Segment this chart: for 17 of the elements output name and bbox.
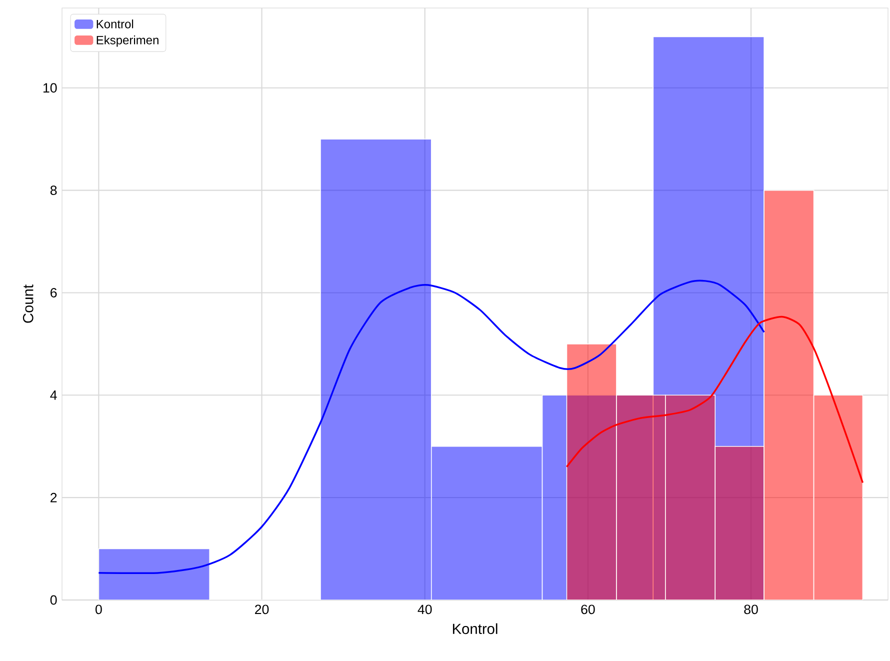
line-series <box>566 316 864 484</box>
y-tick-label: 2 <box>50 492 57 502</box>
y-tick-label: 4 <box>50 390 57 400</box>
x-tick-label: 40 <box>418 604 432 614</box>
x-axis-title: Kontrol <box>452 623 498 634</box>
y-tick-label: 0 <box>50 595 57 605</box>
y-tick-label: 8 <box>50 186 57 196</box>
y-tick-label: 10 <box>43 83 57 93</box>
y-axis-title: Count <box>22 284 34 323</box>
line-series <box>98 280 765 574</box>
x-tick-label: 0 <box>96 604 102 614</box>
y-tick-label: 6 <box>50 288 57 298</box>
x-tick-label: 60 <box>581 604 595 614</box>
x-tick-label: 20 <box>255 604 269 614</box>
x-tick-label: 80 <box>744 604 758 614</box>
legend-label: Kontrol <box>96 20 134 28</box>
legend-label: Eksperimen <box>96 36 158 47</box>
